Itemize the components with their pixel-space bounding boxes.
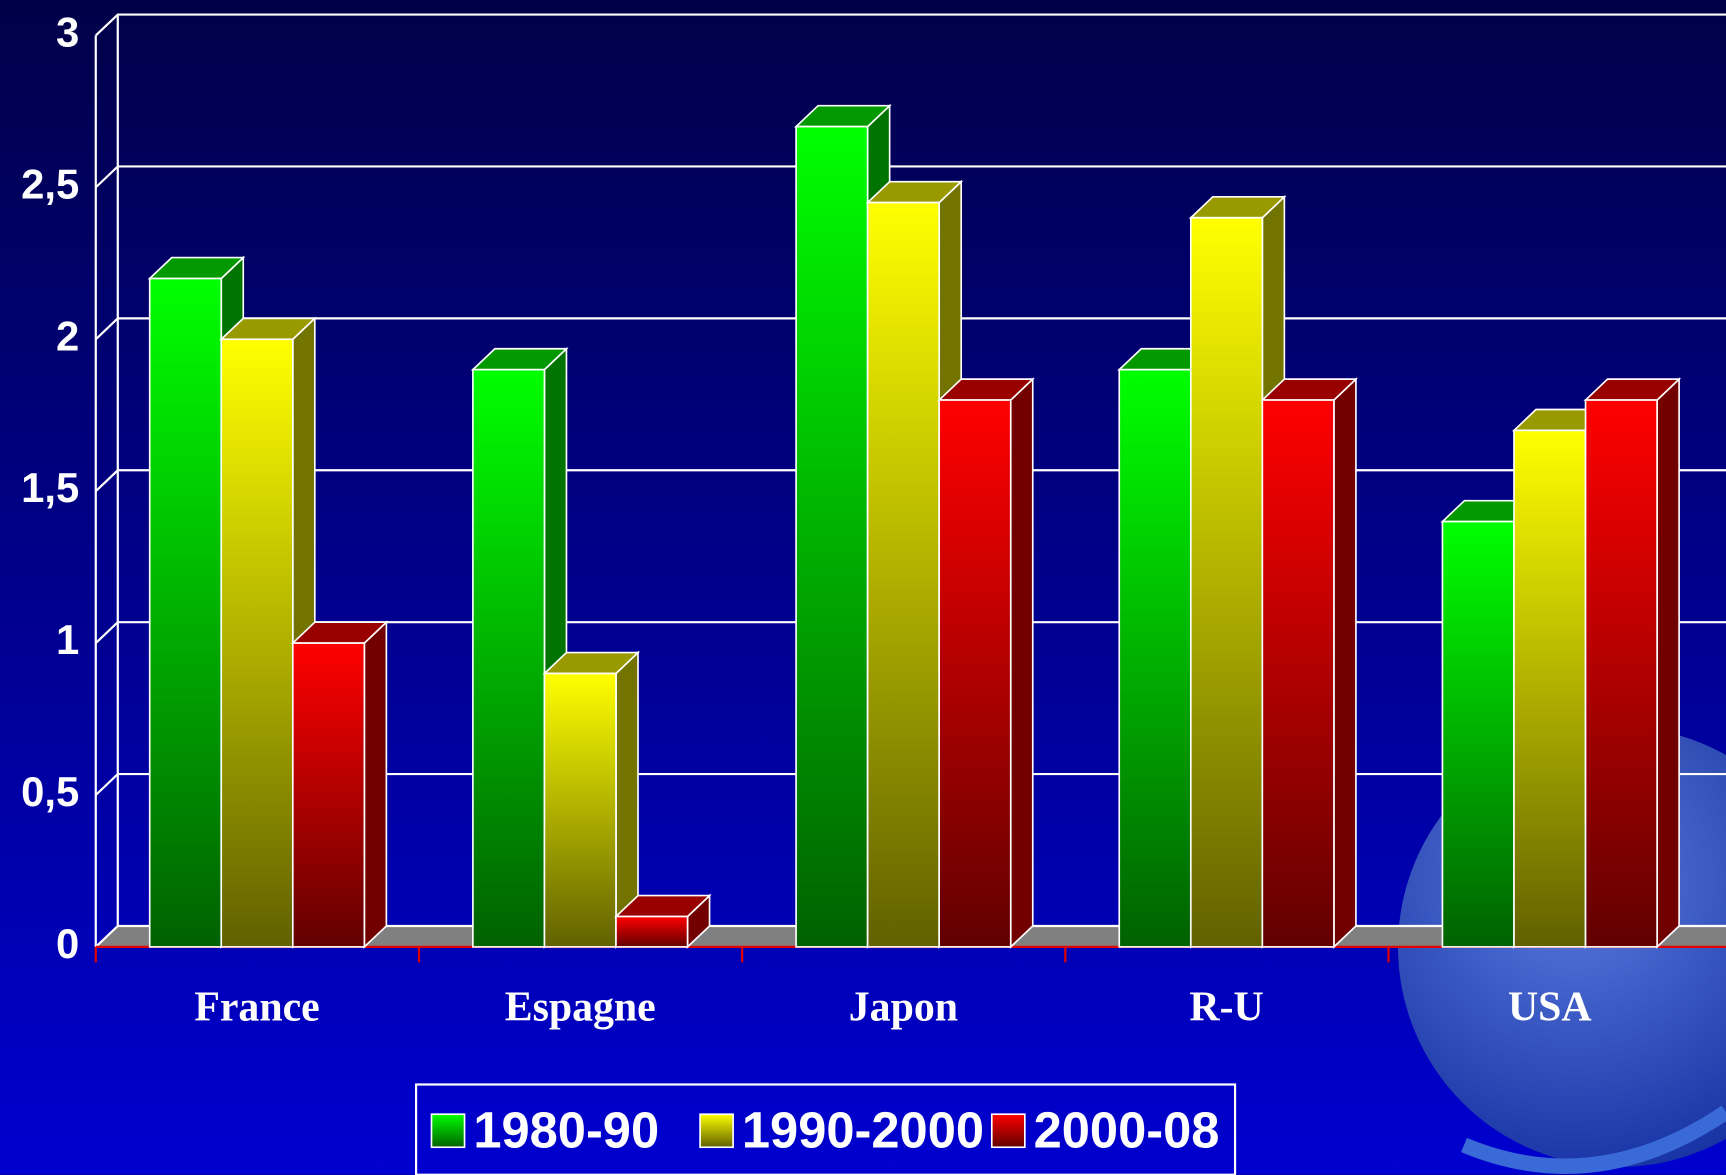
legend: 1980-90 1990-2000 2000-08 — [430, 1101, 1220, 1158]
x-tick-label: R-U — [1189, 984, 1263, 1030]
legend-label: 1980-90 — [473, 1101, 659, 1158]
x-tick-label: USA — [1508, 984, 1592, 1030]
grid-line — [95, 165, 1726, 189]
y-tick-label: 0,5 — [21, 768, 79, 815]
bar — [1118, 368, 1192, 948]
bar — [1513, 429, 1587, 948]
bar — [1441, 520, 1515, 948]
bar — [1189, 216, 1264, 948]
bar — [291, 642, 366, 948]
bar — [938, 399, 1012, 948]
legend-swatch — [699, 1113, 734, 1149]
legend-swatch — [430, 1113, 466, 1149]
bar-side — [1333, 377, 1357, 949]
bar-side — [1656, 377, 1680, 949]
plot-area: 0 0,5 1 1,5 2 2,5 3 France Espagne Japon R-U USA — [21, 9, 1726, 1030]
globe-ring — [1461, 1105, 1726, 1174]
y-tick-label: 2,5 — [21, 160, 79, 207]
bar — [1261, 399, 1335, 948]
legend-label: 1990-2000 — [742, 1101, 984, 1158]
bar — [1584, 399, 1658, 948]
x-tick-label: Japon — [849, 984, 958, 1030]
bar — [148, 277, 223, 948]
x-tick-label: Espagne — [505, 984, 656, 1030]
bar-side — [363, 620, 388, 949]
bar — [866, 201, 940, 948]
y-tick-label: 2 — [56, 312, 79, 359]
grid-line — [95, 317, 1726, 341]
bar — [220, 338, 294, 948]
y-tick-label: 1,5 — [21, 464, 79, 511]
grid-line — [95, 13, 1726, 37]
y-tick-label: 0 — [56, 920, 79, 967]
legend-label: 2000-08 — [1034, 1101, 1220, 1158]
bar — [543, 672, 617, 948]
bar — [472, 368, 546, 948]
legend-swatch — [990, 1113, 1026, 1149]
bar-side — [1009, 377, 1034, 949]
x-tick-label: France — [194, 984, 319, 1030]
y-tick-label: 1 — [56, 616, 79, 663]
bar — [615, 915, 689, 948]
y-tick-label: 3 — [56, 9, 79, 56]
bar — [795, 125, 869, 948]
